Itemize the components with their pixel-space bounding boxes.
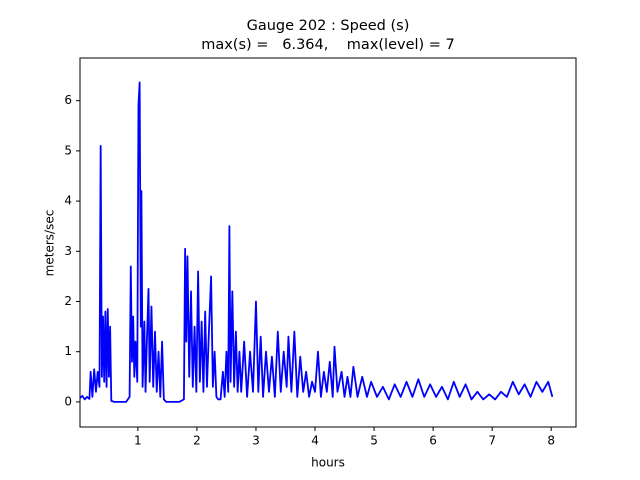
chart-subtitle: max(s) = 6.364, max(level) = 7	[201, 37, 455, 53]
x-tick-label: 3	[252, 434, 260, 448]
y-tick-label: 4	[64, 194, 72, 208]
x-tick-label: 8	[547, 434, 555, 448]
x-axis-label: hours	[311, 456, 345, 470]
y-tick-label: 5	[64, 143, 72, 157]
x-tick-label: 1	[134, 434, 142, 448]
chart-title: Gauge 202 : Speed (s)	[247, 18, 410, 34]
y-tick-label: 1	[64, 344, 72, 358]
y-tick-label: 6	[64, 93, 72, 107]
y-tick-label: 0	[64, 394, 72, 408]
y-tick-label: 3	[64, 244, 72, 258]
x-tick-label: 4	[311, 434, 319, 448]
x-tick-label: 2	[193, 434, 201, 448]
y-axis-label: meters/sec	[43, 210, 57, 277]
plot-frame	[79, 57, 577, 428]
data-line	[80, 81, 554, 403]
x-tick-label: 5	[370, 434, 378, 448]
x-tick-label: 7	[488, 434, 496, 448]
x-tick-label: 6	[429, 434, 437, 448]
y-tick-label: 2	[64, 294, 72, 308]
